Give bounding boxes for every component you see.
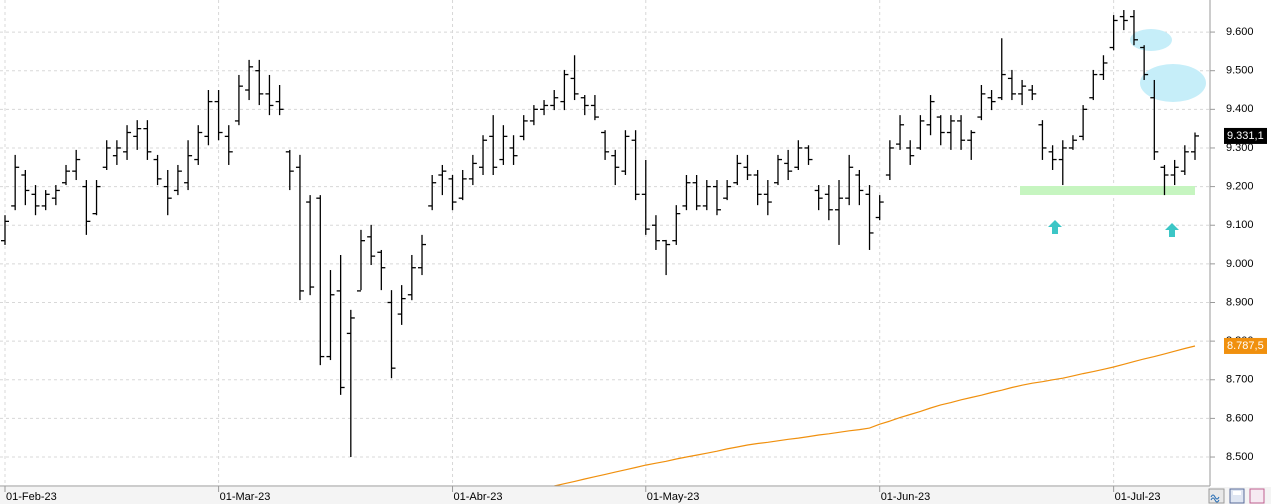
x-tick-label: 01-Jul-23 (1115, 491, 1161, 503)
grid (0, 0, 1210, 486)
x-tick-label: 01-Mar-23 (220, 491, 271, 503)
up-arrow (1165, 223, 1179, 237)
toolbar (1208, 488, 1265, 504)
axes: 8.5008.6008.7008.8008.9009.0009.1009.200… (4, 26, 1267, 503)
y-tick-label: 9.000 (1226, 258, 1254, 270)
wave-button[interactable] (1208, 488, 1225, 504)
y-tick-label: 8.900 (1226, 296, 1254, 308)
x-tick-label: 01-Abr-23 (454, 491, 503, 503)
x-axis-strip (0, 487, 1271, 504)
last-value-box (1224, 337, 1267, 354)
x-tick-label: 01-May-23 (647, 491, 700, 503)
x-tick-label: 01-Jun-23 (881, 491, 931, 503)
y-tick-label: 8.600 (1226, 412, 1254, 424)
support-band (1020, 186, 1195, 195)
y-tick-label: 9.100 (1226, 219, 1254, 231)
highlight-ellipse (1130, 29, 1172, 51)
y-tick-label: 9.400 (1226, 103, 1254, 115)
up-arrow (1048, 220, 1062, 234)
print-button[interactable] (1249, 488, 1265, 504)
y-tick-label: 9.300 (1226, 142, 1254, 154)
y-tick-label: 9.200 (1226, 181, 1254, 193)
y-tick-label: 8.700 (1226, 374, 1254, 386)
y-tick-label: 8.500 (1226, 451, 1254, 463)
x-tick-label: 01-Feb-23 (6, 491, 57, 503)
plot (1, 10, 1199, 486)
y-tick-label: 9.600 (1226, 26, 1254, 38)
last-value-box (1224, 127, 1267, 144)
last-value-label: 9.331,1 (1227, 130, 1264, 142)
highlight-ellipse (1140, 64, 1206, 102)
moving-average-line (554, 345, 1196, 486)
save-icon (1233, 491, 1241, 495)
last-value-label: 8.787,5 (1227, 340, 1264, 352)
y-tick-label: 9.500 (1226, 65, 1254, 77)
annotations (1020, 29, 1206, 237)
wave-icon (1210, 494, 1220, 503)
